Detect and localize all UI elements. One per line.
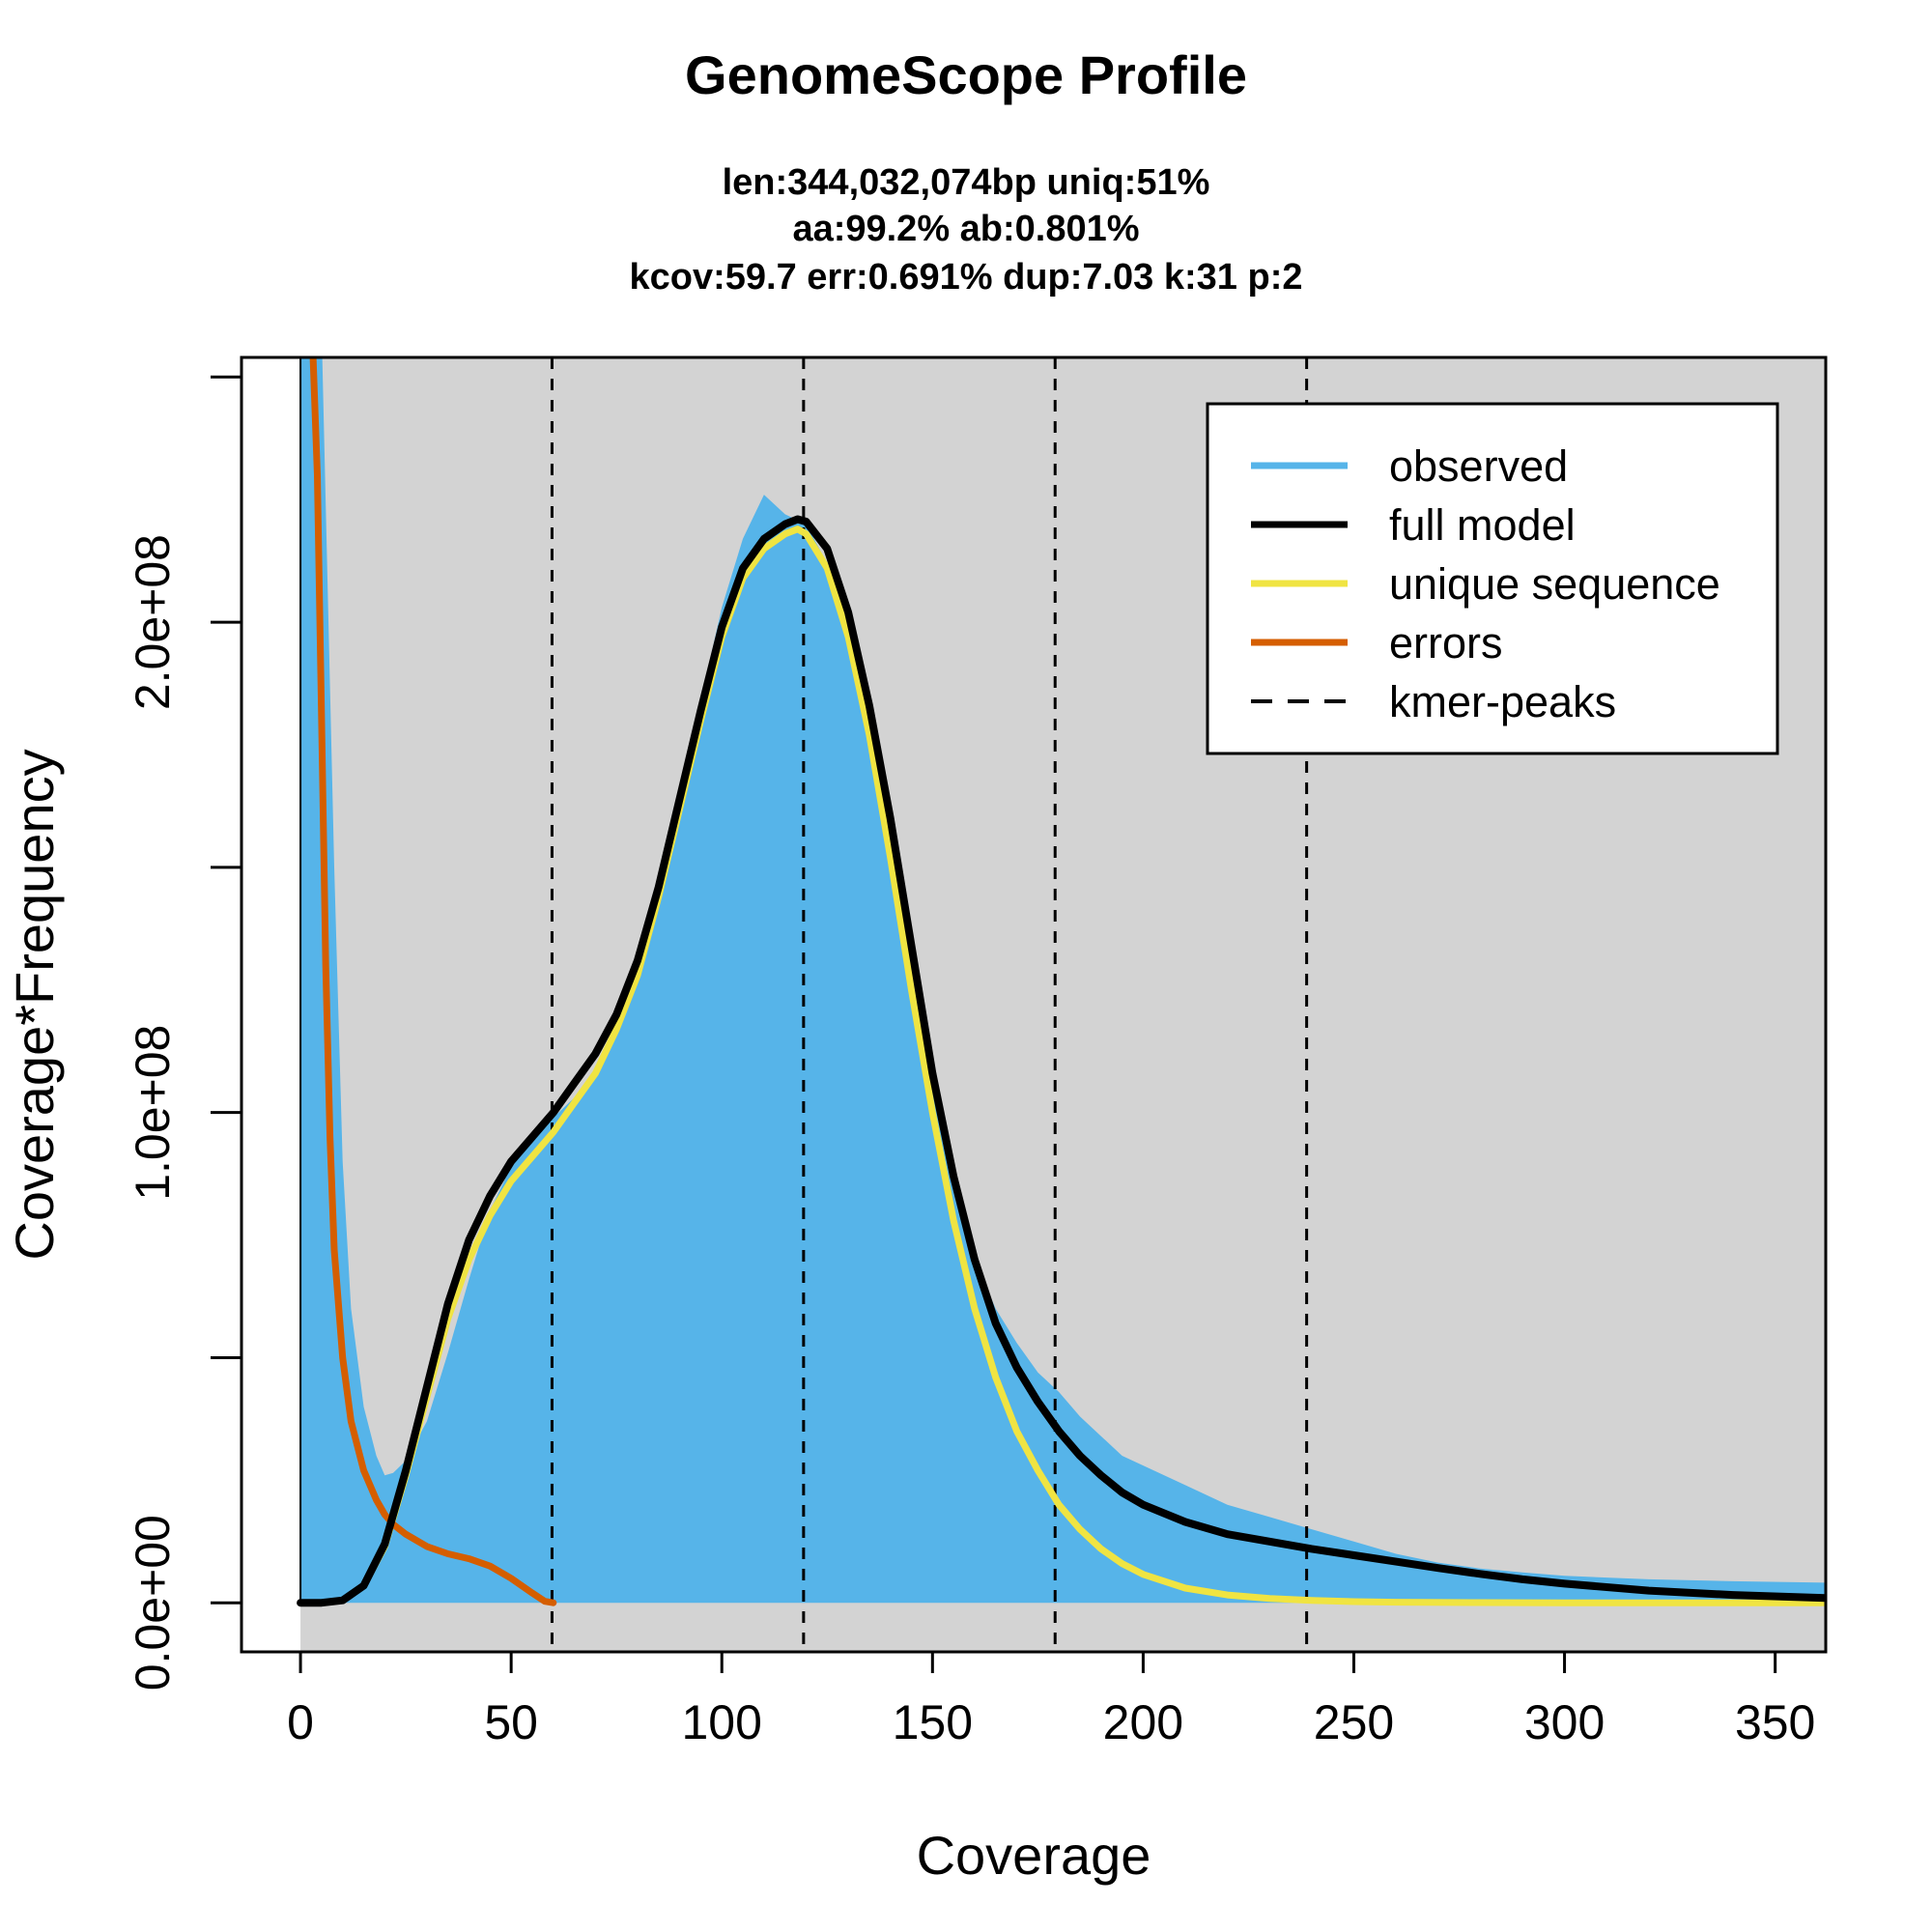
legend-label-full-model: full model [1389,500,1576,550]
chart-subtitle-line-3: kcov:59.7 err:0.691% dup:7.03 k:31 p:2 [629,257,1303,298]
x-tick-label-50: 50 [484,1695,538,1749]
y-tick-label-4: 2.0e+08 [126,534,180,710]
x-tick-label-200: 200 [1103,1695,1183,1749]
legend-label-observed: observed [1389,441,1568,491]
x-axis-label: Coverage [917,1825,1151,1886]
chart-subtitle-line-2: aa:99.2% ab:0.801% [792,209,1140,249]
legend-label-unique-sequence: unique sequence [1389,559,1720,609]
y-tick-label-2: 1.0e+08 [126,1025,180,1201]
legend: observed full model unique sequence errors k… [1206,402,1779,755]
x-tick-label-250: 250 [1314,1695,1394,1749]
x-tick-label-0: 0 [287,1695,314,1749]
chart-title: GenomeScope Profile [685,44,1247,105]
series-errors [309,357,557,1606]
series-observed [300,357,1826,1604]
legend-label-kmer-peaks: kmer-peaks [1389,677,1616,726]
x-tick-label-100: 100 [682,1695,762,1749]
y-axis-label: Coverage*Frequency [4,749,65,1260]
series-full-model [297,515,1826,1607]
x-tick-label-150: 150 [893,1695,973,1749]
x-tick-label-350: 350 [1735,1695,1815,1749]
series-unique-sequence [297,526,1826,1606]
legend-box [1206,402,1779,755]
y-tick-label-0: 0.0e+00 [126,1515,180,1690]
zero-coverage-region [242,357,301,1652]
legend-label-errors: errors [1389,618,1503,668]
chart-subtitle-line-1: len:344,032,074bp uniq:51% [722,162,1210,203]
x-tick-label-300: 300 [1524,1695,1605,1749]
